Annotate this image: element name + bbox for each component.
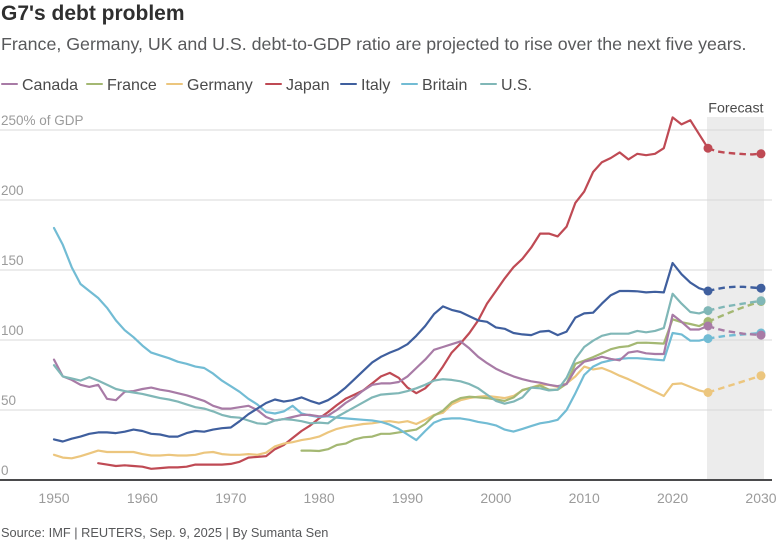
svg-text:200: 200	[1, 183, 24, 198]
svg-text:1960: 1960	[127, 490, 158, 506]
svg-text:2020: 2020	[657, 490, 688, 506]
svg-text:50: 50	[1, 393, 16, 408]
svg-text:250% of GDP: 250% of GDP	[1, 113, 84, 128]
svg-text:2030: 2030	[745, 490, 776, 506]
svg-text:150: 150	[1, 253, 24, 268]
svg-text:1990: 1990	[392, 490, 423, 506]
svg-text:0: 0	[1, 463, 9, 478]
svg-text:1950: 1950	[38, 490, 69, 506]
svg-text:2000: 2000	[480, 490, 511, 506]
svg-text:100: 100	[1, 323, 24, 338]
svg-text:1970: 1970	[215, 490, 246, 506]
svg-text:Forecast: Forecast	[708, 101, 763, 117]
svg-text:1980: 1980	[304, 490, 335, 506]
svg-text:2010: 2010	[569, 490, 600, 506]
